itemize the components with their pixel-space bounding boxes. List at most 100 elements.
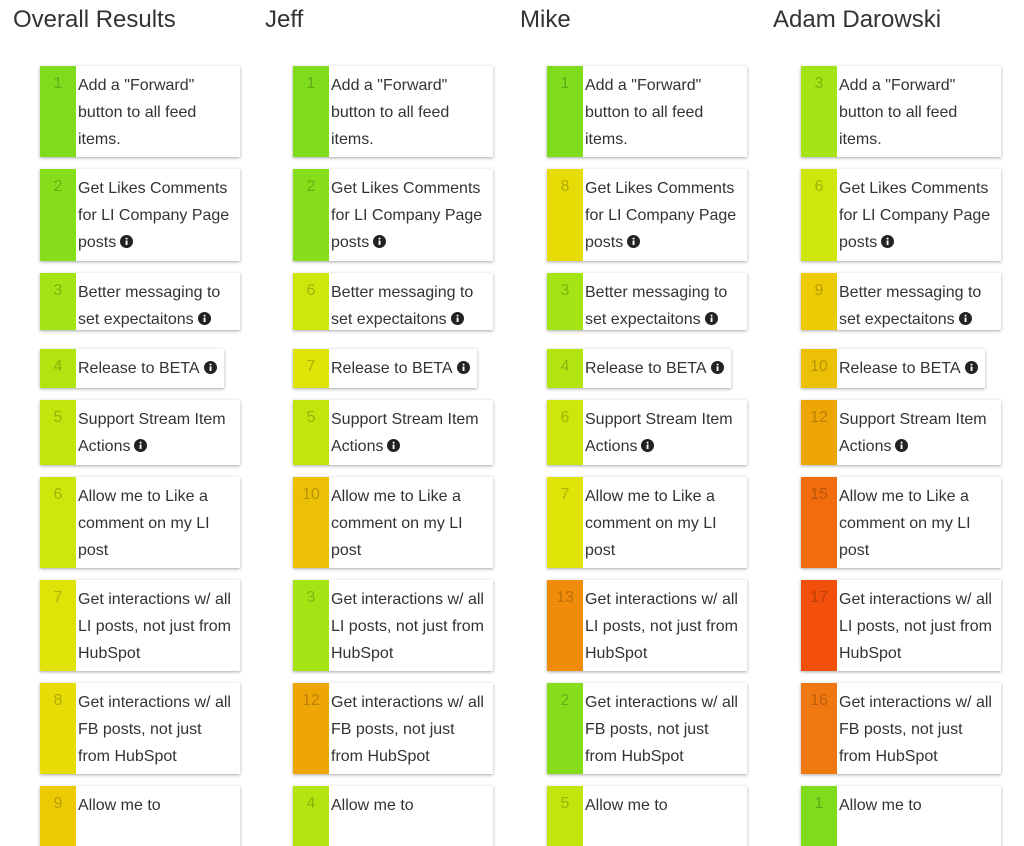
card-text: Release to BETA xyxy=(78,355,224,382)
rank-block xyxy=(40,400,76,465)
info-icon[interactable] xyxy=(641,439,655,452)
card[interactable]: 4 Release to BETA xyxy=(547,349,731,388)
card-label: Add a "Forward" button to all feed items… xyxy=(331,77,450,148)
info-icon[interactable] xyxy=(881,235,895,248)
info-icon[interactable] xyxy=(627,235,641,248)
card-label: Allow me to Like a comment on my LI post xyxy=(585,488,717,559)
card[interactable]: 4 Allow me to xyxy=(293,786,493,846)
info-icon[interactable] xyxy=(964,361,978,374)
info-icon[interactable] xyxy=(958,312,972,325)
info-icon[interactable] xyxy=(203,361,217,374)
card-label: Add a "Forward" button to all feed items… xyxy=(839,77,958,148)
card-label: Get interactions w/ all LI posts, not ju… xyxy=(839,591,992,662)
card[interactable]: 5 Support Stream Item Actions xyxy=(293,400,493,465)
card[interactable]: 1 Add a "Forward" button to all feed item… xyxy=(547,66,747,157)
card[interactable]: 1 Add a "Forward" button to all feed item… xyxy=(40,66,240,157)
card[interactable]: 7 Get interactions w/ all LI posts, not j… xyxy=(40,580,240,671)
card[interactable]: 9 Allow me to xyxy=(40,786,240,846)
card-label: Better messaging to set expectaitons xyxy=(585,284,728,328)
card-text: Get interactions w/ all FB posts, not ju… xyxy=(78,689,238,770)
card[interactable]: 5 Support Stream Item Actions xyxy=(40,400,240,465)
card[interactable]: 3 Get interactions w/ all LI posts, not j… xyxy=(293,580,493,671)
rank-number: 1 xyxy=(814,795,824,812)
card[interactable]: 9 Better messaging to set expectaitons xyxy=(801,273,1001,330)
rank-block xyxy=(801,349,837,388)
card-text: Support Stream Item Actions xyxy=(585,406,745,460)
info-icon[interactable] xyxy=(373,235,387,248)
rank-number: 4 xyxy=(560,358,570,375)
rank-block xyxy=(547,349,583,388)
column-title: Jeff xyxy=(265,6,304,33)
rank-block xyxy=(547,477,583,568)
card[interactable]: 1 Add a "Forward" button to all feed item… xyxy=(293,66,493,157)
card[interactable]: 16 Get interactions w/ all FB posts, not … xyxy=(801,683,1001,774)
card[interactable]: 1 Allow me to xyxy=(801,786,1001,846)
rank-number: 9 xyxy=(53,795,63,812)
rank-number: 3 xyxy=(53,282,63,299)
card[interactable]: 12 Support Stream Item Actions xyxy=(801,400,1001,465)
card[interactable]: 6 Get Likes Comments for LI Company Page … xyxy=(801,169,1001,261)
rank-block xyxy=(293,273,329,330)
info-icon[interactable] xyxy=(450,312,464,325)
card[interactable]: 6 Better messaging to set expectaitons xyxy=(293,273,493,330)
card[interactable]: 13 Get interactions w/ all LI posts, not … xyxy=(547,580,747,671)
info-icon[interactable] xyxy=(197,312,211,325)
rank-number: 4 xyxy=(53,358,63,375)
card-text: Allow me to xyxy=(585,792,745,819)
rank-block xyxy=(547,580,583,671)
card-text: Support Stream Item Actions xyxy=(78,406,238,460)
card[interactable]: 8 Get Likes Comments for LI Company Page … xyxy=(547,169,747,261)
card-text: Better messaging to set expectaitons xyxy=(78,279,238,330)
card[interactable]: 3 Better messaging to set expectaitons xyxy=(547,273,747,330)
column-title: Adam Darowski xyxy=(773,6,942,33)
info-icon[interactable] xyxy=(387,439,401,452)
card-label: Support Stream Item Actions xyxy=(585,411,733,455)
info-icon[interactable] xyxy=(895,439,909,452)
rank-number: 1 xyxy=(53,75,63,92)
card[interactable]: 10 Allow me to Like a comment on my LI po… xyxy=(293,477,493,568)
rank-block xyxy=(801,273,837,330)
rank-number: 3 xyxy=(306,589,316,606)
card[interactable]: 2 Get interactions w/ all FB posts, not j… xyxy=(547,683,747,774)
rank-number: 13 xyxy=(556,589,574,606)
info-icon[interactable] xyxy=(120,235,134,248)
card[interactable]: 6 Support Stream Item Actions xyxy=(547,400,747,465)
card-text: Allow me to Like a comment on my LI post xyxy=(331,483,491,564)
card[interactable]: 7 Release to BETA xyxy=(293,349,477,388)
rank-number: 6 xyxy=(306,282,316,299)
rank-number: 5 xyxy=(306,409,316,426)
info-icon[interactable] xyxy=(456,361,470,374)
card-text: Add a "Forward" button to all feed items… xyxy=(839,72,999,153)
info-icon[interactable] xyxy=(134,439,148,452)
rank-block xyxy=(547,400,583,465)
card[interactable]: 6 Allow me to Like a comment on my LI pos… xyxy=(40,477,240,568)
card[interactable]: 2 Get Likes Comments for LI Company Page … xyxy=(40,169,240,261)
card[interactable]: 10 Release to BETA xyxy=(801,349,985,388)
card[interactable]: 3 Better messaging to set expectaitons xyxy=(40,273,240,330)
info-icon[interactable] xyxy=(704,312,718,325)
rank-block xyxy=(293,400,329,465)
card-text: Add a "Forward" button to all feed items… xyxy=(78,72,238,153)
card[interactable]: 8 Get interactions w/ all FB posts, not j… xyxy=(40,683,240,774)
card[interactable]: 5 Allow me to xyxy=(547,786,747,846)
rank-block xyxy=(293,349,329,388)
rank-number: 8 xyxy=(560,178,570,195)
rank-number: 9 xyxy=(814,282,824,299)
card-text: Get interactions w/ all FB posts, not ju… xyxy=(585,689,745,770)
card-text: Support Stream Item Actions xyxy=(331,406,491,460)
card[interactable]: 4 Release to BETA xyxy=(40,349,224,388)
card-label: Allow me to xyxy=(585,797,668,814)
card[interactable]: 2 Get Likes Comments for LI Company Page … xyxy=(293,169,493,261)
card[interactable]: 3 Add a "Forward" button to all feed item… xyxy=(801,66,1001,157)
card-label: Add a "Forward" button to all feed items… xyxy=(78,77,197,148)
card[interactable]: 12 Get interactions w/ all FB posts, not … xyxy=(293,683,493,774)
card[interactable]: 7 Allow me to Like a comment on my LI pos… xyxy=(547,477,747,568)
card-label: Better messaging to set expectaitons xyxy=(839,284,982,328)
card-label: Get interactions w/ all FB posts, not ju… xyxy=(78,694,231,765)
page: Overall Results 1 Add a "Forward" button t… xyxy=(13,6,1001,846)
info-icon[interactable] xyxy=(710,361,724,374)
card[interactable]: 15 Allow me to Like a comment on my LI po… xyxy=(801,477,1001,568)
rank-block xyxy=(40,477,76,568)
card-text: Release to BETA xyxy=(331,355,477,382)
card[interactable]: 17 Get interactions w/ all LI posts, not … xyxy=(801,580,1001,671)
